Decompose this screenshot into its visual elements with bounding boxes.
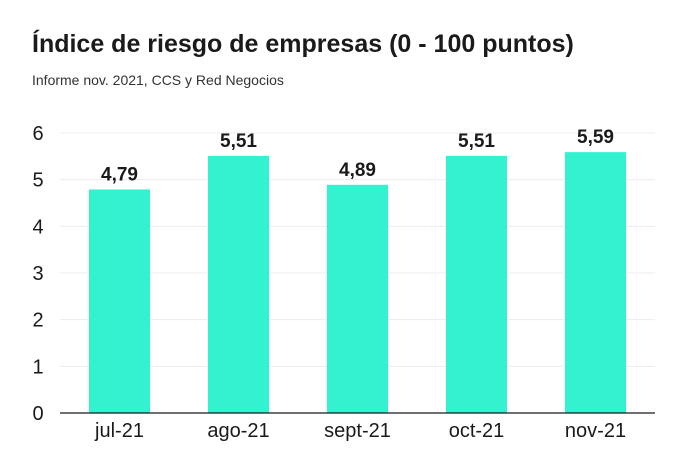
y-tick-label: 6 (32, 123, 43, 145)
data-label: 4,89 (339, 160, 376, 181)
y-tick-label: 1 (32, 356, 43, 378)
x-tick-label: ago-21 (207, 420, 269, 442)
y-tick-label: 2 (32, 310, 43, 332)
x-tick-label: jul-21 (94, 420, 144, 442)
y-tick-label: 3 (32, 263, 43, 285)
y-tick-label: 5 (32, 170, 43, 192)
bar (208, 155, 269, 413)
x-tick-label: sept-21 (324, 420, 391, 442)
x-tick-label: oct-21 (449, 420, 505, 442)
bar (565, 152, 626, 413)
chart-subtitle: Informe nov. 2021, CCS y Red Negocios (32, 72, 284, 88)
data-label: 5,51 (458, 131, 495, 152)
y-tick-label: 4 (32, 216, 43, 238)
data-label: 5,59 (577, 127, 614, 148)
bar (446, 155, 507, 413)
chart-title: Índice de riesgo de empresas (0 - 100 pu… (32, 30, 574, 58)
y-tick-label: 0 (32, 403, 43, 425)
data-label: 5,51 (220, 131, 257, 152)
bar (89, 189, 150, 413)
x-tick-label: nov-21 (565, 420, 626, 442)
data-label: 4,79 (101, 164, 138, 185)
bar (327, 184, 388, 413)
